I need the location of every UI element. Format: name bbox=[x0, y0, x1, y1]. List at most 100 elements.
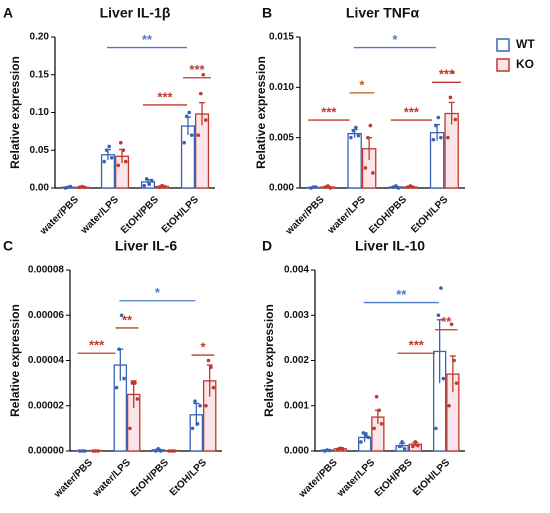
data-point bbox=[372, 426, 376, 431]
data-point bbox=[452, 358, 456, 363]
x-tick-label: water/LPS bbox=[335, 457, 378, 500]
y-tick-label: 0.00004 bbox=[28, 355, 65, 366]
bar bbox=[347, 132, 362, 189]
x-tick-label: EtOH/LPS bbox=[168, 457, 209, 498]
x-tick-label: water/PBS bbox=[52, 457, 96, 501]
y-tick-label: 0.015 bbox=[269, 32, 294, 43]
data-point bbox=[117, 347, 121, 351]
x-tick-label: EtOH/PBS bbox=[373, 457, 415, 499]
y-tick-label: 0.00008 bbox=[28, 265, 65, 276]
data-point bbox=[68, 184, 73, 189]
y-tick-label: 0.00006 bbox=[28, 310, 65, 321]
data-point bbox=[311, 185, 316, 189]
legend-swatch bbox=[496, 38, 510, 52]
data-point bbox=[439, 135, 443, 140]
y-tick-label: 0.10 bbox=[30, 107, 50, 118]
data-point bbox=[190, 426, 195, 431]
data-point bbox=[189, 133, 194, 137]
x-tick-label: water/LPS bbox=[78, 194, 121, 237]
data-point bbox=[83, 449, 87, 453]
legend-label: WT bbox=[516, 37, 535, 51]
data-point bbox=[142, 183, 147, 188]
data-point bbox=[135, 397, 140, 401]
y-tick-label: 0.000 bbox=[284, 446, 309, 457]
significance-label: ** bbox=[122, 312, 133, 327]
data-point bbox=[154, 449, 158, 453]
data-point bbox=[446, 135, 450, 140]
x-tick-label: EtOH/LPS bbox=[160, 194, 201, 235]
data-point bbox=[195, 422, 200, 426]
significance-label: ** bbox=[142, 32, 153, 47]
significance-label: * bbox=[392, 32, 398, 47]
data-point bbox=[436, 313, 441, 318]
data-point bbox=[167, 449, 171, 453]
x-tick-label: water/LPS bbox=[325, 194, 368, 237]
data-point bbox=[193, 399, 197, 404]
y-tick-label: 0.00000 bbox=[28, 446, 65, 457]
data-point bbox=[122, 376, 126, 381]
data-point bbox=[130, 381, 135, 385]
data-point bbox=[118, 140, 123, 145]
panel-letter: B bbox=[262, 5, 272, 21]
y-tick-label: 0.001 bbox=[284, 400, 309, 411]
data-point bbox=[413, 440, 418, 444]
data-point bbox=[411, 444, 415, 449]
data-point bbox=[206, 358, 211, 363]
error-bar bbox=[448, 101, 455, 125]
data-point bbox=[82, 185, 87, 190]
data-point bbox=[368, 123, 373, 128]
data-point bbox=[147, 182, 152, 187]
y-axis-label: Relative expression bbox=[8, 304, 22, 417]
data-point bbox=[314, 185, 318, 189]
data-point bbox=[361, 431, 366, 435]
significance-label: ** bbox=[396, 287, 407, 302]
data-point bbox=[439, 286, 443, 290]
data-point bbox=[379, 422, 384, 426]
data-point bbox=[203, 118, 208, 122]
data-point bbox=[198, 403, 202, 408]
data-point bbox=[109, 156, 114, 160]
data-point bbox=[116, 163, 121, 168]
panel-letter: D bbox=[262, 238, 272, 254]
data-point bbox=[431, 137, 436, 142]
data-point bbox=[201, 72, 206, 77]
data-point bbox=[91, 449, 95, 453]
significance-label: ** bbox=[441, 314, 452, 329]
data-point bbox=[121, 148, 126, 153]
chart-title: Liver IL-6 bbox=[115, 238, 177, 254]
error-bar bbox=[130, 380, 137, 409]
significance-label: * bbox=[200, 340, 206, 355]
error-bar bbox=[193, 402, 200, 427]
y-tick-label: 0.010 bbox=[269, 82, 294, 93]
significance-label: *** bbox=[157, 89, 173, 104]
data-point bbox=[156, 446, 161, 451]
data-point bbox=[454, 381, 459, 385]
data-point bbox=[162, 184, 167, 189]
data-point bbox=[144, 177, 149, 181]
data-point bbox=[133, 381, 137, 385]
legend-label: KO bbox=[516, 57, 534, 71]
data-point bbox=[128, 426, 132, 431]
data-point bbox=[341, 446, 345, 451]
error-bar bbox=[206, 364, 213, 397]
chart-title: Liver IL-10 bbox=[355, 238, 425, 254]
data-point bbox=[371, 171, 375, 175]
data-point bbox=[436, 115, 441, 120]
data-point bbox=[351, 128, 356, 133]
data-point bbox=[402, 446, 407, 451]
data-point bbox=[327, 448, 332, 453]
panel-letter: A bbox=[3, 5, 13, 21]
data-point bbox=[102, 159, 107, 164]
x-tick-label: EtOH/LPS bbox=[409, 194, 450, 235]
data-point bbox=[397, 444, 402, 449]
data-point bbox=[114, 385, 119, 390]
data-point bbox=[209, 365, 213, 370]
significance-label: * bbox=[155, 285, 161, 300]
y-tick-label: 0.20 bbox=[30, 32, 50, 43]
data-point bbox=[434, 123, 438, 128]
y-tick-label: 0.05 bbox=[30, 145, 50, 156]
data-point bbox=[196, 133, 201, 137]
data-point bbox=[394, 184, 398, 188]
y-axis-label: Relative expression bbox=[8, 56, 22, 169]
